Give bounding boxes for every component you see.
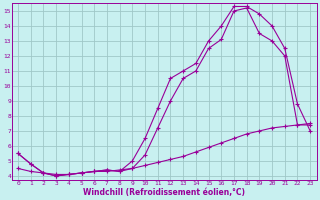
X-axis label: Windchill (Refroidissement éolien,°C): Windchill (Refroidissement éolien,°C) <box>83 188 245 197</box>
